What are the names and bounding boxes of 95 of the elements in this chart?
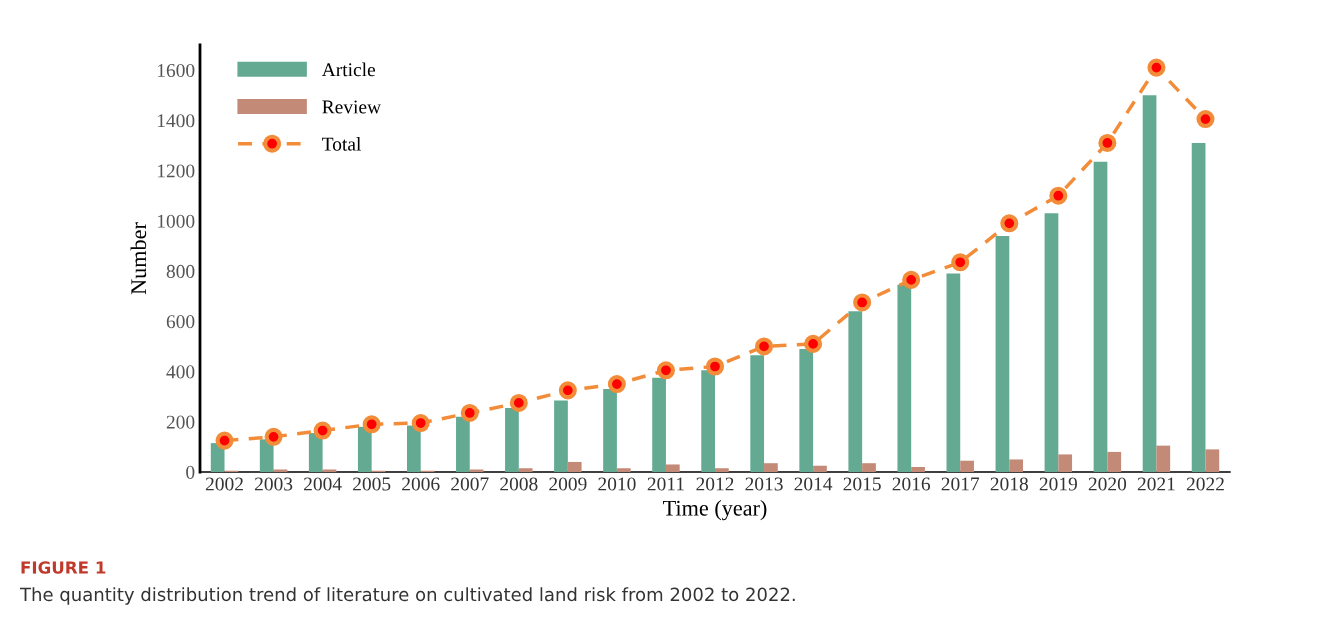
caption: FIGURE 1 — [21, 561, 106, 574]
bar — [518, 468, 533, 472]
bar — [1156, 445, 1171, 472]
x-tick-label: 2018 — [990, 477, 1028, 491]
x-tick-label: 2020 — [1088, 477, 1127, 491]
bar — [406, 425, 421, 472]
bar — [750, 355, 765, 472]
point — [362, 415, 381, 434]
legend-label: Total — [322, 137, 361, 151]
bar — [946, 273, 961, 472]
y-axis-title: Number — [130, 222, 147, 295]
bar — [1191, 142, 1206, 472]
bar — [652, 377, 666, 472]
y-tick-label: 800 — [166, 264, 195, 278]
bar — [799, 348, 814, 472]
x-axis-title: Time (year) — [663, 500, 767, 521]
bar — [1058, 454, 1073, 472]
bar — [603, 389, 617, 472]
x-tick-label: 2021 — [1137, 477, 1175, 491]
point — [902, 270, 921, 289]
point — [607, 375, 626, 394]
bar — [567, 461, 582, 472]
bar — [1009, 459, 1024, 472]
bar — [554, 400, 568, 472]
x-tick-label: 2022 — [1186, 477, 1224, 491]
point — [853, 293, 872, 312]
bar — [616, 468, 631, 472]
bar — [1205, 449, 1220, 472]
point — [1000, 214, 1019, 233]
point — [313, 421, 332, 440]
bar — [897, 284, 912, 472]
bar — [960, 460, 974, 472]
bar — [848, 311, 863, 472]
point — [804, 334, 823, 353]
bar — [1044, 213, 1059, 472]
point — [460, 403, 479, 423]
bar — [813, 465, 827, 472]
x-tick-label: 2013 — [745, 477, 783, 491]
bar — [911, 466, 925, 472]
bar — [357, 426, 372, 472]
bar — [995, 235, 1010, 472]
bar — [469, 469, 484, 472]
x-tick-label: 2012 — [696, 477, 734, 491]
bar — [764, 463, 778, 472]
x-tick-label: 2007 — [451, 477, 489, 491]
y-tick-label: 1200 — [157, 164, 195, 178]
point — [1049, 186, 1068, 205]
x-tick-label: 2017 — [941, 477, 980, 491]
x-tick-label: 2015 — [843, 477, 881, 491]
point — [509, 393, 528, 412]
bar — [715, 468, 729, 472]
bar — [665, 464, 680, 472]
bar — [701, 370, 715, 472]
x-tick-label: 2014 — [794, 477, 833, 491]
x-tick-label: 2011 — [647, 477, 684, 491]
y-tick-label: 0 — [186, 465, 195, 479]
bar — [862, 463, 876, 472]
point — [951, 253, 970, 272]
text: The quantity distribution trend of literature on cultivated land risk from 2002 to 2022. — [19, 587, 795, 605]
bar — [273, 469, 288, 472]
x-tick-label: 2016 — [892, 477, 931, 491]
x-tick-label: 2006 — [402, 477, 440, 491]
point — [264, 427, 283, 446]
point — [558, 381, 577, 400]
y-tick-label: 400 — [166, 365, 195, 379]
y-tick-label: 600 — [166, 315, 195, 329]
bar — [308, 433, 323, 472]
bar — [1142, 95, 1157, 472]
x-tick-label: 2009 — [549, 477, 587, 491]
x-tick-label: 2002 — [205, 477, 243, 491]
y-tick-label: 1600 — [157, 63, 195, 78]
x-tick-label: 2003 — [254, 477, 293, 491]
x-tick-label: 2008 — [500, 477, 538, 491]
point — [656, 361, 675, 380]
x-tick-label: 2010 — [598, 477, 636, 491]
legend-label: Review — [322, 100, 382, 114]
x-tick-label: 2019 — [1039, 477, 1077, 491]
point — [705, 357, 725, 376]
point — [1196, 110, 1215, 129]
legend-label: Article — [321, 62, 376, 77]
x-tick-label: 2004 — [304, 477, 342, 491]
y-tick-label: 1400 — [157, 114, 195, 128]
bar — [456, 416, 470, 472]
point — [755, 337, 774, 356]
bar — [1107, 451, 1122, 472]
x-tick-label: 2005 — [353, 477, 391, 491]
y-tick-label: 1000 — [157, 214, 195, 228]
point — [411, 413, 430, 433]
y-tick-label: 200 — [166, 415, 195, 429]
bar — [505, 407, 519, 472]
bar — [322, 469, 337, 472]
bar — [1093, 161, 1108, 472]
point — [1098, 133, 1117, 152]
point — [1147, 58, 1166, 77]
point — [215, 431, 234, 450]
